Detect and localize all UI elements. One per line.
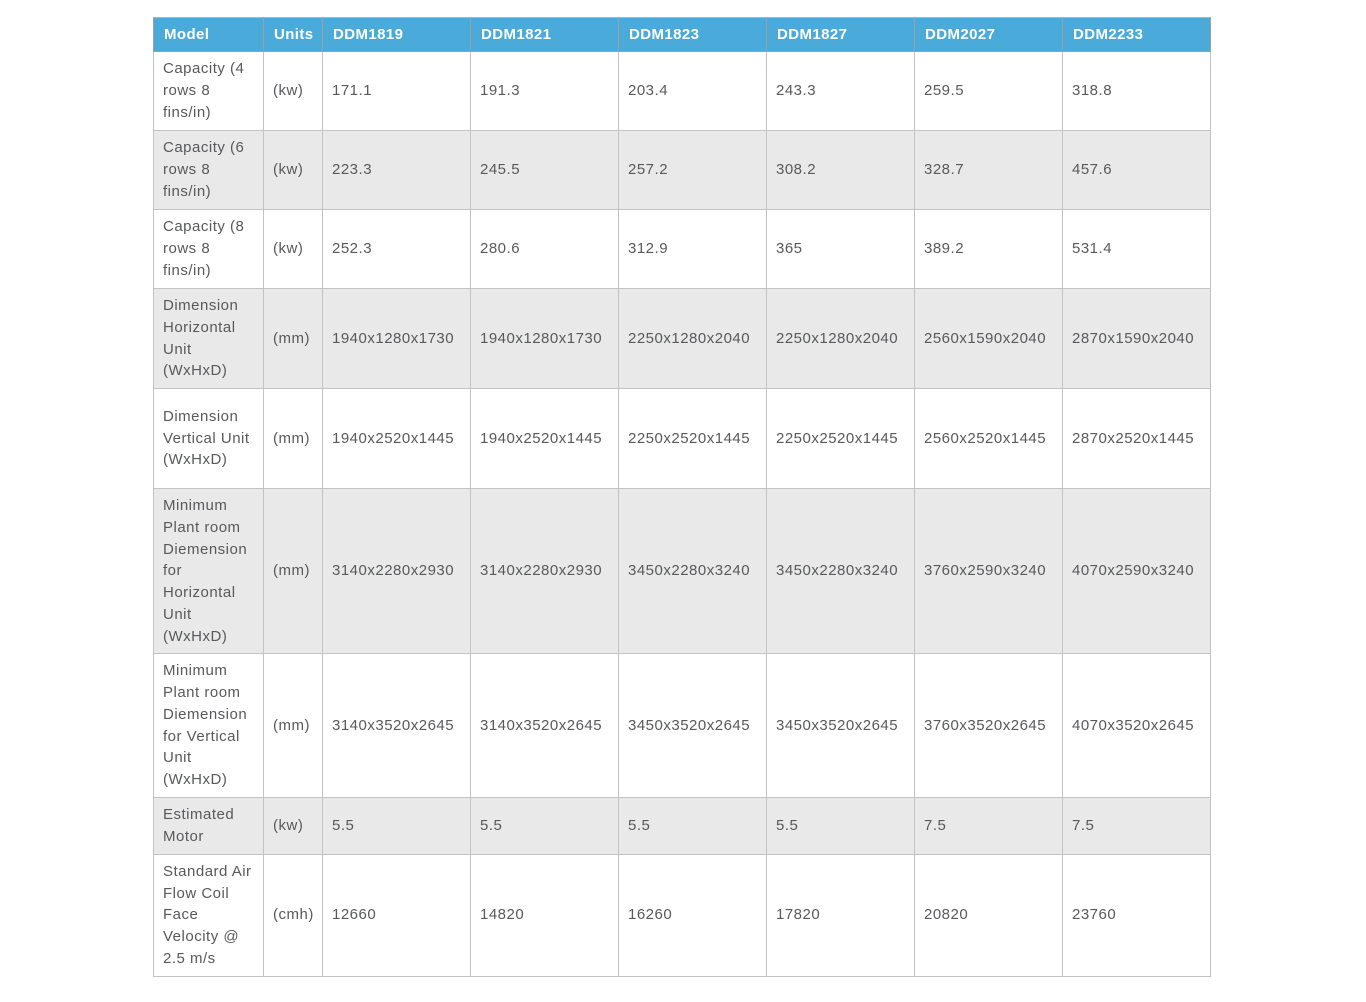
cell-value: 259.5: [914, 51, 1063, 131]
table-row: Standard Air Flow Coil Face Velocity @ 2…: [153, 853, 1211, 977]
row-units: (cmh): [263, 853, 323, 977]
cell-value: 4070x3520x2645: [1062, 653, 1211, 798]
column-header-model: Model: [153, 17, 264, 52]
cell-value: 2560x1590x2040: [914, 288, 1063, 389]
cell-value: 3760x2590x3240: [914, 487, 1063, 655]
row-label: Minimum Plant room Diemension for Horizo…: [153, 487, 264, 655]
cell-value: 3140x2280x2930: [322, 487, 471, 655]
row-units: (kw): [263, 51, 323, 131]
cell-value: 2250x1280x2040: [766, 288, 915, 389]
cell-value: 312.9: [618, 209, 767, 289]
row-label: Estimated Motor: [153, 796, 264, 855]
cell-value: 252.3: [322, 209, 471, 289]
cell-value: 245.5: [470, 130, 619, 210]
spec-table-container: Model Units DDM1819 DDM1821 DDM1823 DDM1827 DD…: [153, 17, 1211, 977]
row-units: (kw): [263, 796, 323, 855]
cell-value: 2250x2520x1445: [766, 388, 915, 489]
cell-value: 243.3: [766, 51, 915, 131]
spec-table: Model Units DDM1819 DDM1821 DDM1823 DDM1827 DD…: [153, 17, 1211, 977]
table-row: Capacity (8 rows 8 fins/in) (kw) 252.3 280.…: [153, 209, 1211, 289]
column-header-ddm1823: DDM1823: [618, 17, 767, 52]
row-units: (kw): [263, 130, 323, 210]
cell-value: 3760x3520x2645: [914, 653, 1063, 798]
cell-value: 223.3: [322, 130, 471, 210]
cell-value: 318.8: [1062, 51, 1211, 131]
row-units: (mm): [263, 487, 323, 655]
table-row: Dimension Vertical Unit (WxHxD) (mm) 1940x…: [153, 388, 1211, 489]
cell-value: 171.1: [322, 51, 471, 131]
table-row: Minimum Plant room Diemension for Vertic…: [153, 653, 1211, 798]
cell-value: 3450x2280x3240: [766, 487, 915, 655]
cell-value: 5.5: [470, 796, 619, 855]
row-units: (kw): [263, 209, 323, 289]
cell-value: 531.4: [1062, 209, 1211, 289]
column-header-ddm1821: DDM1821: [470, 17, 619, 52]
cell-value: 14820: [470, 853, 619, 977]
row-label: Dimension Vertical Unit (WxHxD): [153, 388, 264, 489]
cell-value: 257.2: [618, 130, 767, 210]
table-row: Estimated Motor (kw) 5.5 5.5 5.5 5.5 7.5 7.5: [153, 796, 1211, 855]
column-header-ddm1819: DDM1819: [322, 17, 471, 52]
cell-value: 3140x3520x2645: [470, 653, 619, 798]
cell-value: 280.6: [470, 209, 619, 289]
cell-value: 5.5: [766, 796, 915, 855]
cell-value: 3140x2280x2930: [470, 487, 619, 655]
cell-value: 3450x2280x3240: [618, 487, 767, 655]
cell-value: 1940x2520x1445: [322, 388, 471, 489]
cell-value: 20820: [914, 853, 1063, 977]
column-header-ddm2027: DDM2027: [914, 17, 1063, 52]
cell-value: 308.2: [766, 130, 915, 210]
cell-value: 2560x2520x1445: [914, 388, 1063, 489]
cell-value: 1940x2520x1445: [470, 388, 619, 489]
cell-value: 17820: [766, 853, 915, 977]
cell-value: 4070x2590x3240: [1062, 487, 1211, 655]
cell-value: 2250x2520x1445: [618, 388, 767, 489]
cell-value: 2870x2520x1445: [1062, 388, 1211, 489]
cell-value: 7.5: [1062, 796, 1211, 855]
cell-value: 328.7: [914, 130, 1063, 210]
row-label: Capacity (8 rows 8 fins/in): [153, 209, 264, 289]
cell-value: 1940x1280x1730: [322, 288, 471, 389]
row-label: Capacity (6 rows 8 fins/in): [153, 130, 264, 210]
cell-value: 457.6: [1062, 130, 1211, 210]
cell-value: 12660: [322, 853, 471, 977]
column-header-ddm2233: DDM2233: [1062, 17, 1211, 52]
cell-value: 5.5: [618, 796, 767, 855]
cell-value: 3450x3520x2645: [618, 653, 767, 798]
row-label: Capacity (4 rows 8 fins/in): [153, 51, 264, 131]
cell-value: 2250x1280x2040: [618, 288, 767, 389]
cell-value: 7.5: [914, 796, 1063, 855]
column-header-units: Units: [263, 17, 323, 52]
table-row: Capacity (4 rows 8 fins/in) (kw) 171.1 191.…: [153, 51, 1211, 131]
column-header-ddm1827: DDM1827: [766, 17, 915, 52]
row-units: (mm): [263, 653, 323, 798]
cell-value: 3450x3520x2645: [766, 653, 915, 798]
row-label: Standard Air Flow Coil Face Velocity @ 2…: [153, 853, 264, 977]
table-header-row: Model Units DDM1819 DDM1821 DDM1823 DDM1827 DD…: [153, 17, 1211, 52]
cell-value: 5.5: [322, 796, 471, 855]
table-row: Minimum Plant room Diemension for Horizo…: [153, 487, 1211, 655]
cell-value: 191.3: [470, 51, 619, 131]
cell-value: 203.4: [618, 51, 767, 131]
row-units: (mm): [263, 288, 323, 389]
cell-value: 23760: [1062, 853, 1211, 977]
cell-value: 3140x3520x2645: [322, 653, 471, 798]
cell-value: 389.2: [914, 209, 1063, 289]
row-label: Dimension Horizontal Unit (WxHxD): [153, 288, 264, 389]
row-label: Minimum Plant room Diemension for Vertic…: [153, 653, 264, 798]
cell-value: 16260: [618, 853, 767, 977]
table-row: Dimension Horizontal Unit (WxHxD) (mm) 194…: [153, 288, 1211, 389]
cell-value: 1940x1280x1730: [470, 288, 619, 389]
cell-value: 2870x1590x2040: [1062, 288, 1211, 389]
cell-value: 365: [766, 209, 915, 289]
row-units: (mm): [263, 388, 323, 489]
table-row: Capacity (6 rows 8 fins/in) (kw) 223.3 245.…: [153, 130, 1211, 210]
